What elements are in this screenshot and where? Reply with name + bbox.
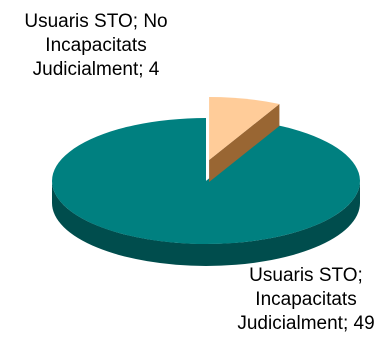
- slice-no-incapacitats-top: [209, 97, 280, 161]
- slice-label-line: Incapacitats: [255, 289, 357, 310]
- slice-label-line: Usuaris STO; No: [24, 11, 168, 32]
- slice-label-line: Judicialment; 4: [32, 59, 160, 80]
- slice-label-incapacitats: Usuaris STO; Incapacitats Judicialment; …: [214, 264, 380, 336]
- slice-incapacitats-side-0: [52, 181, 360, 266]
- slice-label-line: Usuaris STO;: [249, 265, 363, 286]
- slice-label-line: Incapacitats: [45, 35, 147, 56]
- slice-label-no-incapacitats: Usuaris STO; No Incapacitats Judicialmen…: [8, 10, 184, 82]
- slice-incapacitats-top: [51, 118, 360, 245]
- slice-no-incapacitats-wall-1: [209, 103, 280, 183]
- slice-label-line: Judicialment; 49: [237, 313, 375, 334]
